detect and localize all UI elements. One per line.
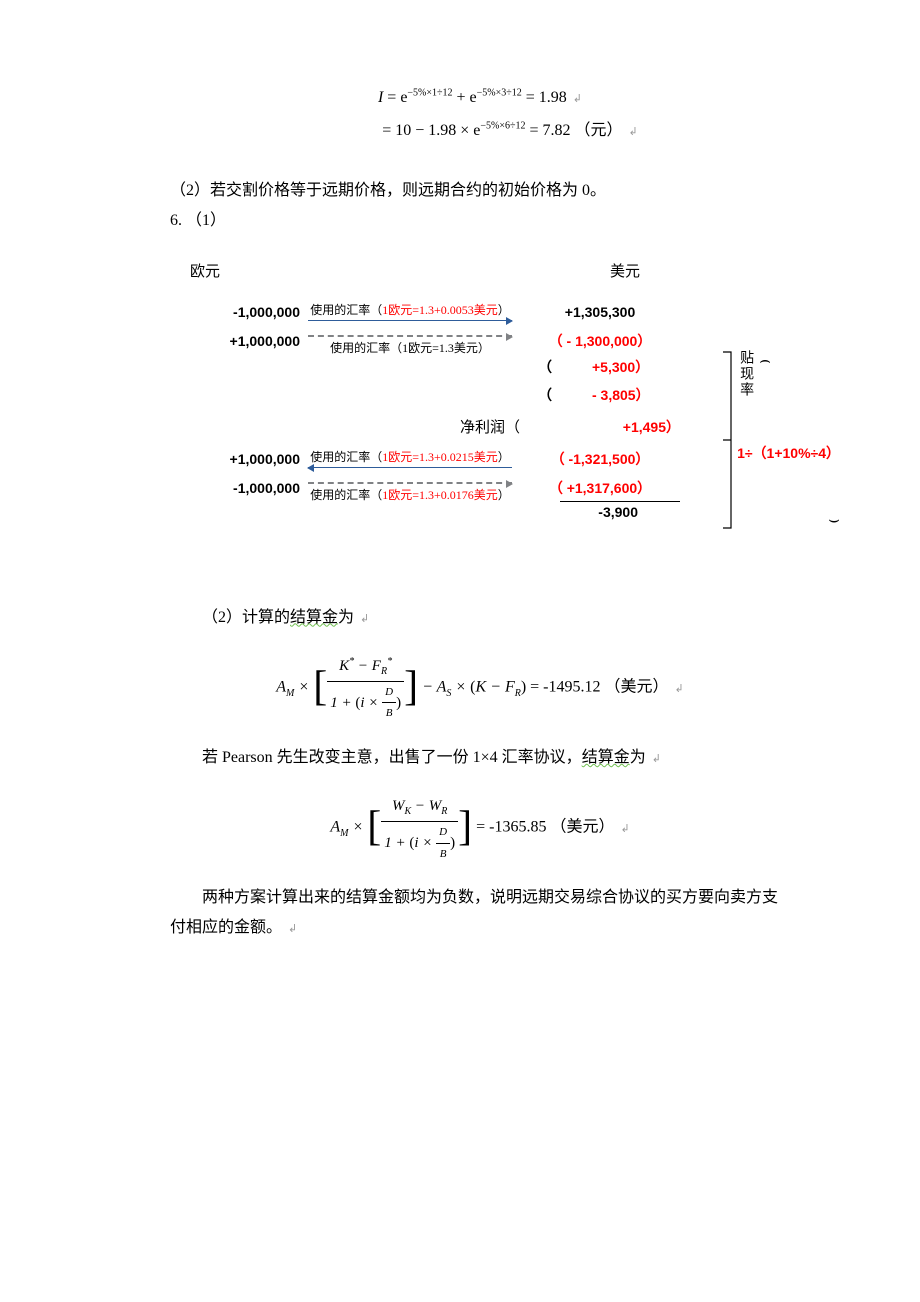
usd-5: +1,495）: [623, 419, 680, 435]
euro-6: -1,000,000: [170, 480, 300, 496]
usd-7: （ +1,317,600）: [520, 478, 680, 498]
side-annotation: 贴现率 ⌢ 1÷（1+10%÷4） ⌣: [721, 350, 840, 530]
usd-6: （ -1,321,500）: [520, 449, 680, 469]
usd-8: -3,900: [520, 504, 680, 520]
formula-line-1: I = e−5%×1÷12 + e−5%×3÷12 = 1.98↲: [170, 84, 790, 113]
para-2: （2）若交割价格等于远期价格，则远期合约的初始价格为 0。: [170, 176, 790, 200]
hdr-euro: 欧元: [190, 260, 220, 281]
para-6-1: 6. （1）: [170, 206, 790, 230]
section-2: （2）计算的结算金为↲ AM × [ K* − FR* 1 + (i × DB)…: [170, 603, 790, 944]
usd-3: +5,300）: [592, 359, 649, 375]
discount-expr: 1÷（1+10%÷4）: [737, 443, 840, 463]
dash-2: [308, 482, 512, 484]
euro-5: +1,000,000: [170, 451, 300, 467]
euro-0: -1,000,000: [170, 304, 300, 320]
formula-am-1: AM × [ K* − FR* 1 + (i × DB) ] − AS × (K…: [170, 648, 790, 728]
net-profit-label: 净利润（: [460, 420, 520, 436]
usd-4: - 3,805）: [592, 387, 650, 403]
hr-line: [560, 501, 680, 502]
top-formula: I = e−5%×1÷12 + e−5%×3÷12 = 1.98↲ = 10 −…: [170, 84, 790, 146]
arrow-right-1: [308, 320, 512, 321]
usd-1: +1,305,300: [520, 304, 680, 320]
usd-2: （ - 1,300,000）: [520, 331, 680, 351]
p-pearson: 若 Pearson 先生改变主意，出售了一份 1×4 汇率协议，结算金为↲: [170, 743, 790, 773]
dash-1: [308, 335, 512, 337]
rate2: 使用的汇率（1欧元=1.3美元）: [300, 339, 520, 356]
arrow-left-1: [308, 467, 512, 468]
formula-line-2: = 10 − 1.98 × e−5%×6÷12 = 7.82 （元）↲: [170, 117, 790, 146]
exchange-diagram: 欧元 美元 -1,000,000 使用的汇率（1欧元=1.3+0.0053美元）…: [170, 260, 790, 523]
formula-am-2: AM × [ WK − WR 1 + (i × DB) ] = -1365.85…: [170, 788, 790, 868]
euro-1: +1,000,000: [170, 333, 300, 349]
discount-label: 贴现率: [737, 350, 757, 398]
hdr-usd: 美元: [610, 260, 640, 281]
p-conclusion: 两种方案计算出来的结算金额均为负数，说明远期交易综合协议的买方要向卖方支付相应的…: [170, 883, 790, 944]
p-calc-settle: （2）计算的结算金为↲: [170, 603, 790, 633]
